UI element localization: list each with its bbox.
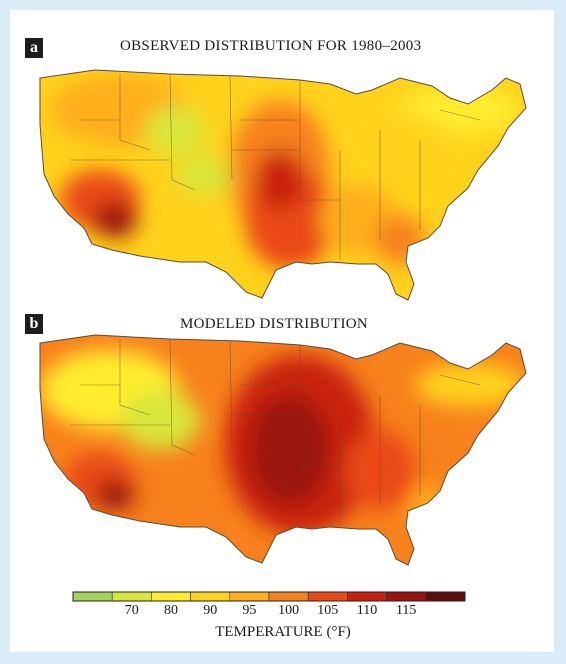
legend-outline [72, 591, 466, 602]
panel-a-title: OBSERVED DISTRIBUTION FOR 1980–2003 [120, 38, 422, 54]
legend-swatch-8 [386, 591, 427, 602]
legend-swatch-5 [268, 591, 309, 602]
legend-swatch-9 [425, 591, 466, 602]
legend-swatch-3 [190, 591, 231, 602]
map-modeled [40, 335, 526, 565]
legend-title: TEMPERATURE (°F) [215, 624, 351, 640]
panel-b-title: MODELED DISTRIBUTION [180, 316, 369, 332]
legend-swatch-2 [151, 591, 191, 602]
legend-swatch-6 [307, 591, 348, 602]
legend-swatch-4 [229, 591, 270, 602]
legend-swatch-7 [347, 591, 387, 602]
map-observed [40, 70, 526, 300]
panel-b-label: b [25, 314, 43, 334]
panel-a-label: a [25, 38, 43, 58]
legend-swatch-0 [72, 591, 113, 602]
temperature-legend-bar [72, 591, 466, 602]
legend-swatch-1 [111, 591, 152, 602]
